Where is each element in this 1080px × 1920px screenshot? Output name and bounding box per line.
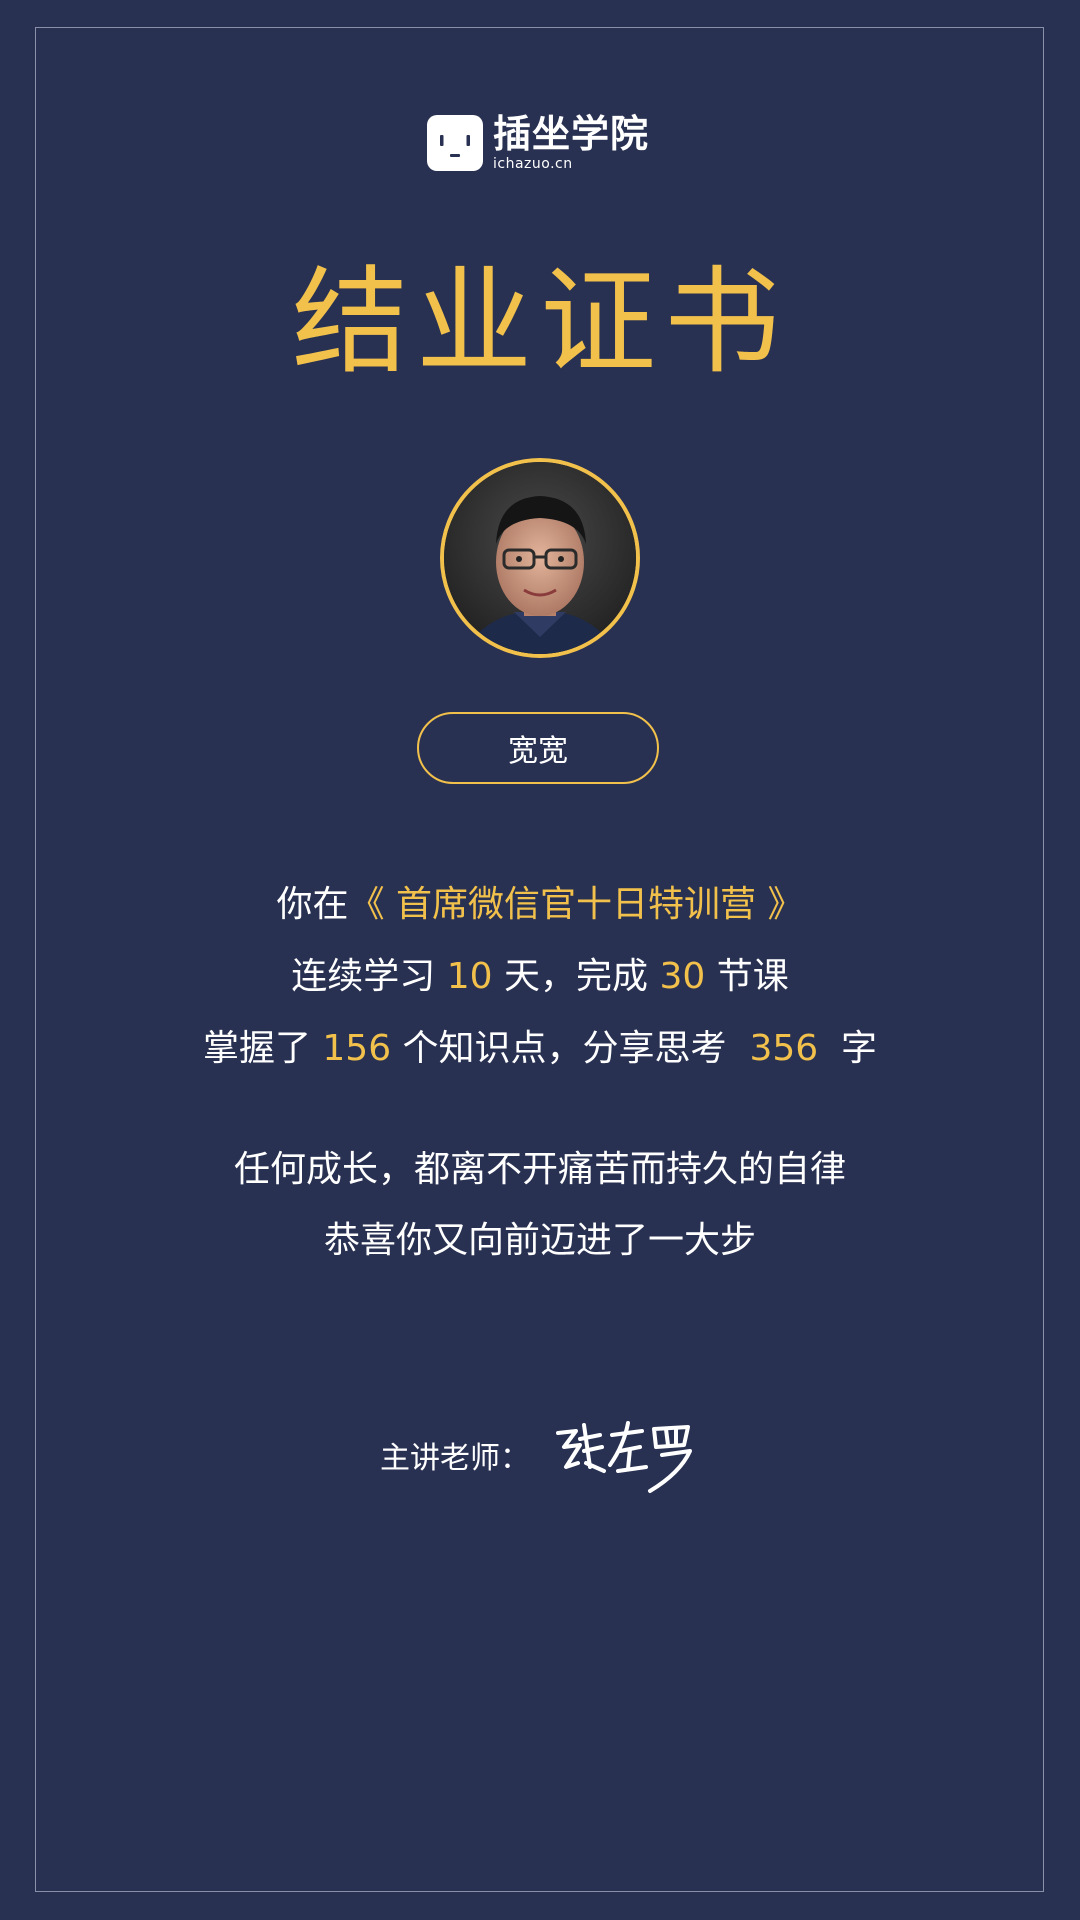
- socket-face-icon: [427, 115, 483, 171]
- student-name: 宽宽: [417, 712, 659, 784]
- study-text-1: 连续学习: [291, 956, 447, 997]
- brand-name: 插坐学院: [493, 112, 650, 156]
- knowledge-text-2: 个知识点，分享思考: [391, 1028, 750, 1069]
- brand-header: 插坐学院 ichazuo.cn: [427, 113, 649, 173]
- study-stats-line: 连续学习 10 天，完成 30 节课: [0, 952, 1080, 1002]
- brand-url: ichazuo.cn: [493, 156, 573, 172]
- course-title: 《 首席微信官十日特训营 》: [348, 884, 804, 925]
- teacher-label: 主讲老师：: [380, 1441, 530, 1476]
- days-value: 10: [446, 956, 493, 997]
- knowledge-text-3: 字: [818, 1028, 878, 1069]
- certificate-border: [35, 27, 1044, 1892]
- course-prefix: 你在: [276, 884, 349, 925]
- teacher-signature: [550, 1415, 700, 1495]
- study-text-2: 天，完成: [492, 956, 660, 997]
- knowledge-text-1: 掌握了: [202, 1028, 323, 1069]
- motto-line-1: 任何成长，都离不开痛苦而持久的自律: [233, 1149, 846, 1190]
- knowledge-points-value: 156: [322, 1028, 392, 1069]
- knowledge-stats-line: 掌握了 156 个知识点，分享思考 356 字: [0, 1024, 1080, 1074]
- motto-line-2: 恭喜你又向前迈进了一大步: [323, 1220, 756, 1261]
- words-value: 356: [749, 1028, 819, 1069]
- lessons-value: 30: [659, 956, 706, 997]
- certificate-title: 结业证书: [292, 255, 788, 390]
- avatar: [440, 458, 640, 658]
- study-text-3: 节课: [705, 956, 789, 997]
- course-line: 你在《 首席微信官十日特训营 》: [0, 880, 1080, 930]
- teacher-section: 主讲老师：: [0, 1415, 1080, 1495]
